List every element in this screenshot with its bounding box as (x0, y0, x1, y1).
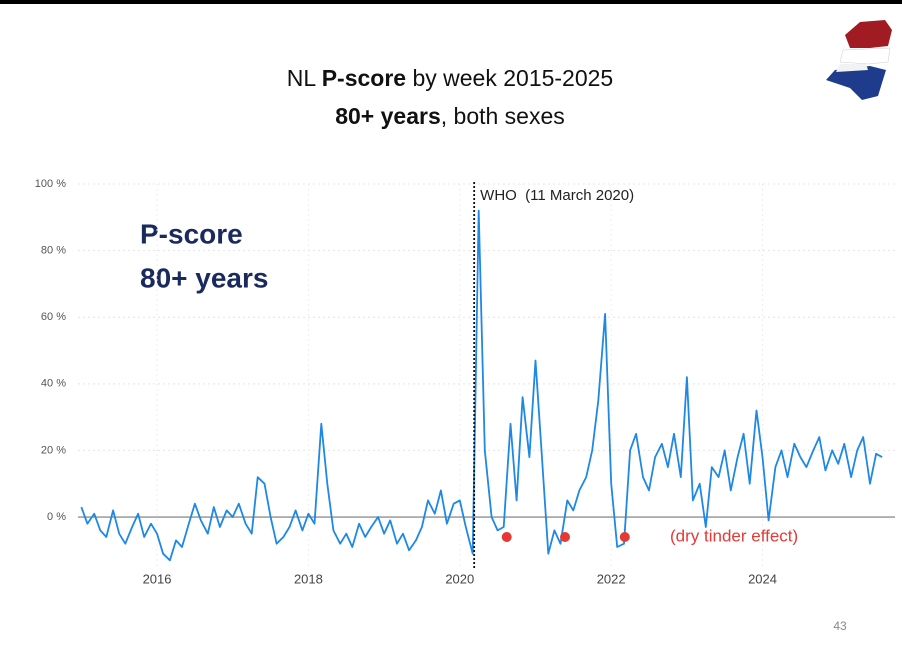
y-tick-label: 0 % (47, 511, 66, 523)
annotation-note: (dry tinder effect) (670, 526, 798, 545)
annotation-dot (560, 532, 570, 543)
subtitle-part: , both sexes (441, 103, 565, 129)
y-tick-label: 100 % (35, 178, 66, 190)
y-tick-label: 80 % (41, 245, 66, 257)
event-label: WHO (11 March 2020) (480, 187, 634, 204)
x-tick-label: 2018 (294, 571, 323, 586)
y-tick-label: 40 % (41, 378, 66, 390)
x-tick-label: 2020 (445, 571, 474, 586)
netherlands-map-icon (826, 20, 892, 100)
annotation-dot (501, 532, 512, 543)
annotation-dot (619, 532, 630, 543)
page-number: 43 (833, 619, 847, 633)
inset-label: P-score (140, 218, 243, 249)
subtitle-part: 80+ years (335, 103, 441, 129)
x-tick-label: 2022 (597, 571, 626, 586)
title-part: NL (287, 65, 322, 91)
chart-subtitle: 80+ years, both sexes (335, 103, 565, 129)
y-tick-label: 20 % (41, 444, 66, 456)
slide-background (0, 4, 902, 657)
title-part: by week 2015-2025 (406, 65, 613, 91)
chart-title: NL P-score by week 2015-2025 (287, 65, 613, 91)
inset-label: 80+ years (140, 262, 268, 293)
x-tick-label: 2024 (748, 571, 777, 586)
data-line (80, 209, 883, 562)
y-tick-label: 60 % (41, 311, 66, 323)
x-tick-label: 2016 (143, 571, 172, 586)
title-part: P-score (322, 65, 406, 91)
plot-area: 0 % 20 % 40 % 60 % 80 % 100 % 2016 2018 2020 2022… (35, 178, 895, 586)
